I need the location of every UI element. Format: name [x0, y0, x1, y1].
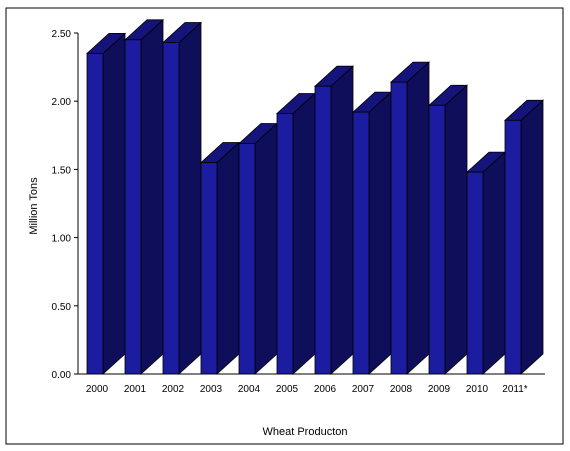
x-tick-label: 2004	[238, 384, 261, 395]
bar-side	[254, 122, 278, 375]
bar-front	[86, 53, 104, 375]
x-tick-label: 2011*	[502, 384, 528, 395]
y-tick-label: 2.50	[52, 29, 72, 40]
bar-front	[162, 42, 180, 375]
bar-side	[520, 99, 544, 375]
y-tick-labels: 0.00 0.50 1.00 1.50 2.00 2.50	[52, 29, 78, 381]
x-tick-label: 2003	[200, 384, 223, 395]
bar-side	[330, 65, 354, 375]
x-tick-labels: 2000 2001 2002 2003 2004 2005 2006 2007 2008 2009…	[86, 384, 528, 395]
bar-front	[390, 81, 408, 375]
x-tick-label: 2007	[352, 384, 375, 395]
x-tick-label: 2010	[466, 384, 489, 395]
x-tick-label: 2001	[124, 384, 147, 395]
bar-front	[238, 143, 256, 375]
bar-front	[124, 39, 142, 375]
y-tick-label: 1.00	[52, 234, 72, 245]
bar-2004	[237, 122, 279, 375]
bar-front	[200, 162, 218, 375]
bar-2010	[465, 151, 507, 375]
bar-side	[292, 92, 316, 375]
bar-2002	[161, 21, 203, 375]
bar-2007	[351, 91, 393, 375]
x-axis-label: Wheat Producton	[263, 426, 348, 438]
y-tick-label: 1.50	[52, 165, 72, 176]
y-tick-label: 0.50	[52, 302, 72, 313]
x-tick-label: 2008	[390, 384, 413, 395]
bar-side	[482, 151, 506, 375]
bar-front	[314, 85, 332, 375]
bar-front	[428, 104, 446, 375]
bar-side	[102, 32, 126, 375]
bar-2005	[275, 92, 317, 375]
x-tick-label: 2000	[86, 384, 109, 395]
y-axis-label: Million Tons	[28, 177, 40, 235]
bar-side	[444, 84, 468, 375]
x-tick-label: 2002	[162, 384, 185, 395]
x-tick-label: 2009	[428, 384, 451, 395]
bar-side	[178, 21, 202, 375]
bar-front	[504, 119, 522, 375]
bar-2008	[389, 61, 431, 375]
y-tick-label: 0.00	[52, 370, 72, 381]
bar-2011p	[503, 99, 545, 375]
bar-side	[406, 61, 430, 375]
x-tick-label: 2005	[276, 384, 299, 395]
bar-side	[368, 91, 392, 375]
bar-side	[216, 141, 240, 375]
bar-2006	[313, 65, 355, 375]
x-tick-label: 2006	[314, 384, 337, 395]
bar-2009	[427, 84, 469, 375]
y-tick-label: 2.00	[52, 97, 72, 108]
bar-front	[276, 113, 294, 375]
bar-side	[140, 18, 164, 375]
bar-2003	[199, 141, 241, 375]
bar-front	[352, 111, 370, 375]
bars	[85, 18, 545, 375]
bar-2000	[85, 32, 127, 375]
bar-2001	[123, 18, 165, 375]
bar-front	[466, 171, 484, 375]
